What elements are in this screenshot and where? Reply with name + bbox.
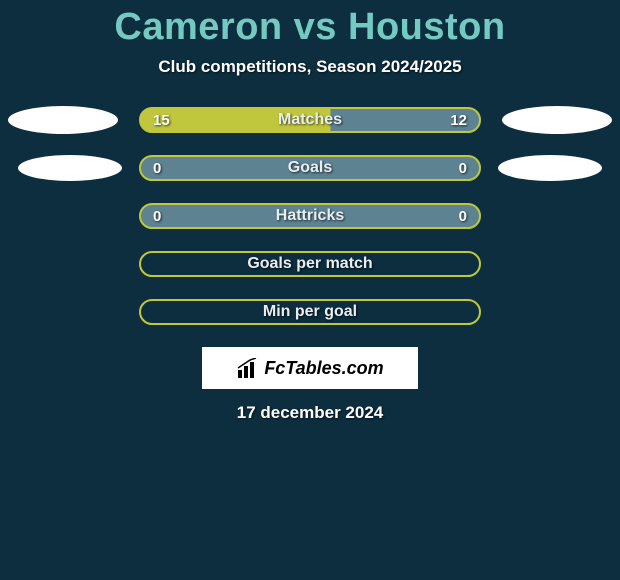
team-right-marker [498, 155, 602, 181]
stat-row-min-per-goal: Min per goal [0, 299, 620, 325]
subtitle: Club competitions, Season 2024/2025 [0, 57, 620, 77]
stat-left-value: 0 [153, 160, 161, 177]
stat-left-value: 15 [153, 112, 170, 129]
stat-left-value: 0 [153, 208, 161, 225]
footer-date: 17 december 2024 [0, 403, 620, 423]
stat-row-hattricks: 0 Hattricks 0 [0, 203, 620, 229]
stat-right-value: 0 [459, 160, 467, 177]
stat-row-goals-per-match: Goals per match [0, 251, 620, 277]
stat-label: Goals per match [247, 255, 372, 273]
stat-bar: 15 Matches 12 [139, 107, 481, 133]
stat-bar: Goals per match [139, 251, 481, 277]
comparison-card: Cameron vs Houston Club competitions, Se… [0, 0, 620, 423]
stat-bar: 0 Hattricks 0 [139, 203, 481, 229]
bar-chart-icon [236, 358, 260, 378]
stat-right-value: 12 [450, 112, 467, 129]
page-title: Cameron vs Houston [0, 6, 620, 49]
stat-label: Min per goal [263, 303, 357, 321]
stat-bar: 0 Goals 0 [139, 155, 481, 181]
stat-label: Goals [288, 159, 332, 177]
stat-bar: Min per goal [139, 299, 481, 325]
brand-badge[interactable]: FcTables.com [202, 347, 418, 389]
stat-label: Hattricks [276, 207, 344, 225]
team-left-marker [8, 106, 118, 134]
team-right-marker [502, 106, 612, 134]
stat-right-value: 0 [459, 208, 467, 225]
brand-text: FcTables.com [264, 358, 383, 379]
stat-row-goals: 0 Goals 0 [0, 155, 620, 181]
stat-label: Matches [278, 111, 342, 129]
stat-row-matches: 15 Matches 12 [0, 107, 620, 133]
team-left-marker [18, 155, 122, 181]
